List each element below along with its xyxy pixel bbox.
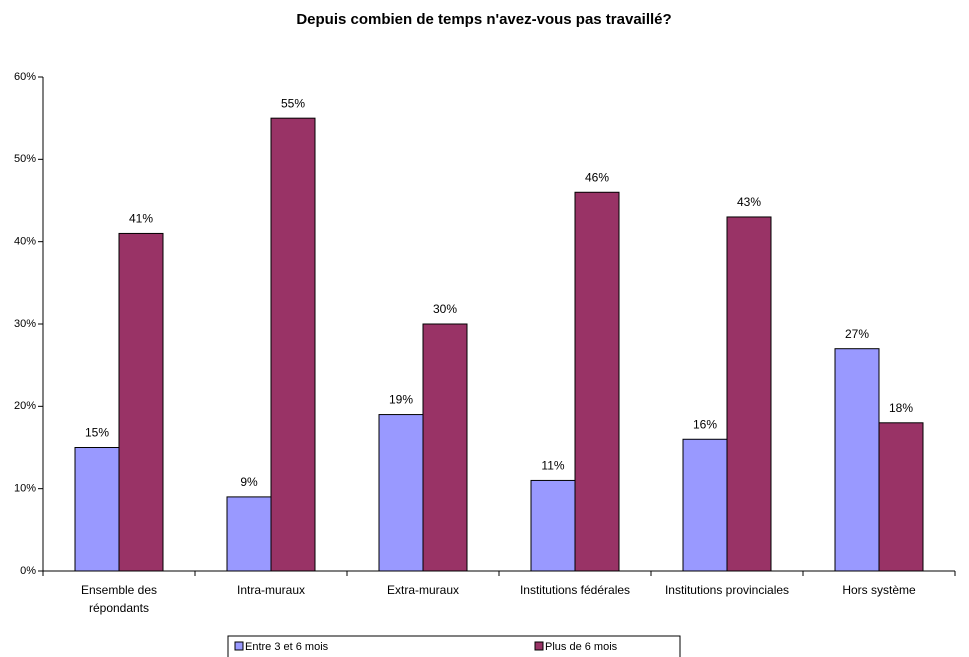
- data-label: 46%: [585, 170, 609, 184]
- x-tick-label: Extra-muraux: [386, 583, 460, 597]
- bar: [118, 232, 164, 572]
- bar: [530, 479, 576, 572]
- data-label: 18%: [889, 401, 913, 415]
- legend-swatch: [234, 641, 244, 651]
- bar: [878, 422, 924, 572]
- y-tick-label: 0%: [20, 565, 36, 577]
- chart-title: Depuis combien de temps n'avez-vous pas …: [296, 11, 671, 28]
- data-label: 16%: [693, 417, 717, 431]
- bar: [270, 117, 316, 572]
- data-label: 11%: [541, 459, 564, 473]
- y-tick-label: 30%: [14, 318, 36, 330]
- bar: [834, 348, 880, 572]
- x-tick-label: Intra-muraux: [236, 583, 306, 597]
- y-tick-label: 20%: [14, 400, 36, 412]
- legend-label: Entre 3 et 6 mois: [245, 641, 329, 653]
- legend-box: [227, 635, 681, 657]
- y-tick-label: 50%: [14, 153, 36, 165]
- bar: [74, 447, 120, 572]
- x-tick-label: Ensemble des répondants: [80, 583, 158, 615]
- data-label: 9%: [240, 475, 258, 489]
- data-label: 41%: [129, 212, 153, 226]
- y-tick-label: 40%: [14, 236, 36, 248]
- x-tick-label: Institutions provinciales: [664, 583, 790, 597]
- data-label: 55%: [281, 96, 305, 110]
- data-label: 27%: [845, 327, 869, 341]
- bar: [726, 216, 772, 572]
- bar: [378, 414, 424, 572]
- legend-swatch: [534, 641, 544, 651]
- data-label: 19%: [389, 393, 413, 407]
- data-label: 43%: [737, 195, 761, 209]
- bar: [682, 438, 728, 572]
- x-tick-label: Hors système: [842, 583, 916, 597]
- x-tick-label: Institutions fédérales: [519, 583, 631, 597]
- bar: [422, 323, 468, 572]
- bar: [226, 496, 272, 572]
- y-tick-label: 10%: [14, 483, 36, 495]
- data-label: 30%: [433, 302, 457, 316]
- y-tick-label: 60%: [14, 71, 36, 83]
- bar: [574, 191, 620, 572]
- data-label: 15%: [85, 426, 109, 440]
- legend-label: Plus de 6 mois: [545, 641, 618, 653]
